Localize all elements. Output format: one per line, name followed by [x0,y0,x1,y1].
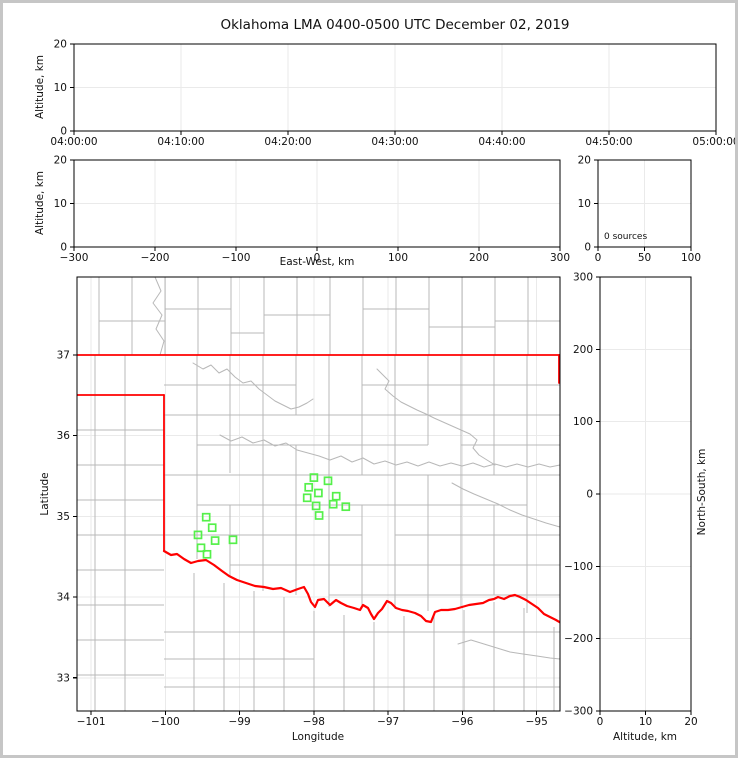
x-tick-label: −95 [526,716,548,728]
lma-source-marker [323,476,333,486]
y-tick-label: −100 [564,561,593,573]
panel-frame [73,159,561,248]
x-tick-label: −96 [451,716,473,728]
y-tick-label: 10 [54,198,67,210]
x-tick-label: 100 [388,252,408,264]
map-xlabel: Longitude [291,731,345,743]
x-tick-label: 20 [684,716,697,728]
ew-height-xlabel: East-West, km [279,256,355,268]
x-tick-label: 0 [597,716,604,728]
y-tick-label: 20 [54,155,67,167]
y-tick-label: 20 [54,39,67,51]
lma-source-marker [202,549,212,559]
river-line [451,482,560,528]
lma-source-marker [314,511,324,520]
x-tick-label: −200 [141,252,170,264]
y-tick-label: 100 [573,416,593,428]
time-height-ylabel: Altitude, km [34,54,46,120]
lma-source-marker [207,523,217,533]
y-tick-label: 300 [573,272,593,284]
lma-source-marker [304,482,314,492]
x-tick-label: 04:30:00 [371,136,418,148]
x-tick-label: 04:50:00 [585,136,632,148]
x-tick-label: −98 [303,716,325,728]
plot-canvas: 04:00:00 04:10:00 04:20:00 04:30:00 04:40:00… [50,39,738,729]
y-tick-label: 37 [57,349,70,361]
x-tick-label: 100 [681,252,701,264]
x-tick-label: −100 [222,252,251,264]
y-tick-label: 200 [573,344,593,356]
x-tick-label: −100 [151,716,180,728]
source-count-annotation: 0 sources [604,232,648,242]
lma-source-marker [309,473,319,482]
x-tick-label: −300 [60,252,89,264]
x-tick-label: 04:10:00 [157,136,204,148]
x-tick-label: −99 [229,716,251,728]
y-tick-label: 0 [584,242,591,254]
lma-source-marker [341,502,351,512]
panel-frame [599,276,692,712]
x-tick-label: −101 [77,716,106,728]
y-tick-label: 36 [57,430,71,442]
lma-source-marker [193,530,203,540]
river-line [376,368,496,466]
lma-source-marker [201,512,211,522]
y-tick-label: 0 [586,489,593,501]
x-tick-label: 300 [550,252,570,264]
river-line [152,277,165,356]
lma-source-marker [328,499,338,509]
lma-source-marker [331,491,341,501]
x-tick-label: 50 [638,252,651,264]
x-tick-label: 04:20:00 [264,136,311,148]
y-tick-label: 20 [578,155,591,167]
y-tick-label: 33 [57,672,70,684]
y-tick-label: 34 [57,592,71,604]
panel-frame [597,159,692,248]
x-tick-label: 200 [469,252,489,264]
x-tick-label: 0 [595,252,602,264]
y-tick-label: 10 [54,82,67,94]
river-line [192,362,314,410]
y-tick-label: −200 [564,633,593,645]
ns-height-ylabel: North-South, km [696,448,708,536]
x-tick-label: 04:40:00 [478,136,525,148]
red-river-border [162,549,560,624]
y-tick-label: −300 [564,706,593,718]
panel-frame [73,43,717,132]
y-tick-label: 35 [57,511,70,523]
map-ylabel: Latitude [39,472,51,516]
lma-source-marker [302,493,312,503]
y-tick-label: 0 [60,242,67,254]
oklahoma-county-map [77,277,560,711]
ns-height-xlabel: Altitude, km [612,731,678,743]
y-tick-label: 0 [60,126,67,138]
ew-height-ylabel: Altitude, km [34,170,46,236]
lma-source-marker [228,535,238,545]
x-tick-label: 04:00:00 [50,136,97,148]
lma-source-marker [210,536,220,545]
river-line [219,434,560,468]
x-tick-label: 10 [639,716,652,728]
lma-source-marker [311,501,321,511]
x-tick-label: −97 [377,716,399,728]
river-line [457,639,560,660]
panel-frame [76,276,561,712]
page-title: Oklahoma LMA 0400-0500 UTC December 02, … [220,17,570,33]
lma-source-marker [196,543,206,553]
y-tick-label: 10 [578,198,591,210]
x-tick-label: 05:00:00 [692,136,738,148]
x-tick-label: 0 [314,252,321,264]
lma-source-marker [314,488,323,498]
